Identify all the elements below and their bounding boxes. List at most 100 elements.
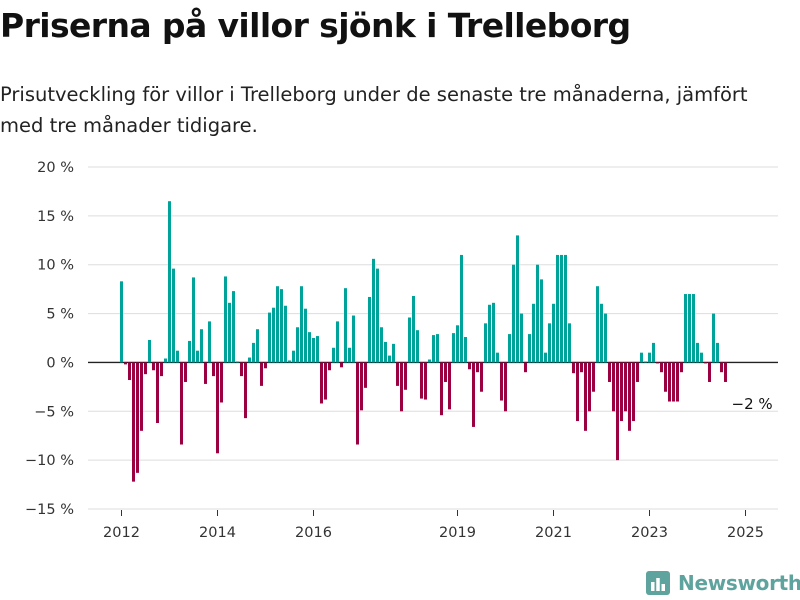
bar [644,361,647,363]
y-tick-label: −15 % [25,502,74,518]
bar [560,254,563,363]
bar [224,276,227,363]
bar [460,254,463,363]
x-tick-label: 2016 [295,525,332,540]
bar [396,362,399,386]
bar [384,341,387,363]
bar [160,362,163,377]
newsworthy-logo: Newsworthy [644,567,800,599]
bar [528,334,531,363]
bar [168,201,171,363]
bar [368,296,371,363]
x-tick-label: 2012 [103,525,140,540]
bar [464,337,467,363]
bar [652,342,655,363]
bar [492,302,495,363]
bar [436,334,439,363]
x-tick-label: 2019 [439,525,476,540]
bar [128,362,131,381]
bar [376,268,379,363]
bar [204,362,207,384]
bar [672,362,675,402]
bar [132,362,135,482]
bar [552,303,555,363]
bar [336,321,339,363]
bar [588,362,591,412]
bar [188,340,191,363]
bar [372,258,375,363]
bar [496,352,499,363]
bar [596,286,599,363]
bar [684,294,687,363]
bar [680,362,683,373]
bar [172,268,175,363]
bar [232,291,235,363]
bar [448,362,451,410]
bar [540,279,543,363]
bar [256,329,259,363]
bar [200,329,203,363]
bar [468,362,471,370]
y-tick-label: 15 % [37,209,74,225]
x-axis: 2012 2014 2016 2019 2021 2023 2025 [103,510,764,540]
bar [564,254,567,363]
bar [632,362,635,422]
bar [592,362,595,392]
bar [136,362,139,473]
bar [380,327,383,363]
bar [700,352,703,363]
bar [328,362,331,371]
bar [264,362,267,369]
x-tick-label: 2014 [199,525,236,540]
x-tick-label: 2023 [631,525,668,540]
bar [696,342,699,363]
bar [352,315,355,363]
bar [416,330,419,363]
bar [432,335,435,363]
bar [412,295,415,363]
bar [332,347,335,363]
y-tick-label: 5 % [46,307,74,323]
x-tick-label: 2025 [727,525,764,540]
bar [428,359,431,363]
bar [208,321,211,363]
bar [676,362,679,402]
bar [276,286,279,363]
bar [476,362,479,373]
bar [320,362,323,404]
bar [244,362,247,419]
bar [228,302,231,363]
chart-subtitle: Prisutveckling för villor i Trelleborg u… [0,83,748,137]
bar [508,334,511,363]
bar [268,312,271,363]
bar [604,313,607,363]
bar [620,362,623,422]
bar [688,294,691,363]
chart-title: Priserna på villor sjönk i Trelleborg [0,6,631,45]
bars [120,201,727,482]
bar [624,362,627,412]
y-tick-label: −10 % [25,453,74,469]
bar [420,362,423,399]
bar [500,362,503,401]
y-tick-label: −5 % [34,404,74,420]
bar [532,303,535,363]
bar [608,362,611,382]
bar [316,336,319,363]
bar [400,362,403,412]
bar [140,362,143,431]
bar [144,362,147,375]
x-tick-label: 2021 [535,525,572,540]
latest-value-annotation: −2 % [732,395,773,413]
bar [708,362,711,382]
bar [240,362,243,377]
bar [712,313,715,363]
bar [668,362,671,402]
bar [656,362,659,364]
bar [196,350,199,363]
bar [640,352,643,363]
bar [296,327,299,363]
bar [704,362,707,364]
y-tick-label: 0 % [46,355,74,371]
bar [556,254,559,363]
